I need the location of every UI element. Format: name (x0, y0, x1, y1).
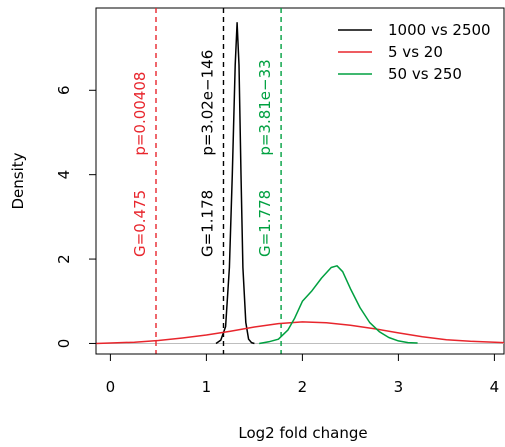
legend-label: 5 vs 20 (388, 43, 443, 61)
legend-label: 1000 vs 2500 (388, 21, 491, 39)
p-value-label: p=0.00408 (131, 72, 149, 156)
x-tick-label: 2 (298, 378, 308, 396)
reference-lines: G=0.475 p=0.00408 G=1.178 p=3.02e−146 G=1.77… (96, 8, 504, 354)
g-statistic-label: G=1.778 (256, 190, 274, 257)
y-axis-label: Density (9, 152, 27, 209)
y-tick-label: 4 (55, 170, 73, 180)
density-curve (215, 22, 255, 345)
x-tick-label: 0 (106, 378, 116, 396)
legend-label: 50 vs 250 (388, 65, 462, 83)
p-value-label: p=3.81e−33 (256, 59, 274, 155)
density-curve (95, 321, 505, 345)
density-curve (259, 265, 418, 345)
density-curves (95, 22, 505, 345)
x-axis-label: Log2 fold change (238, 424, 367, 442)
y-tick-label: 0 (55, 339, 73, 349)
x-tick-label: 4 (490, 378, 500, 396)
legend: 1000 vs 2500 5 vs 20 50 vs 250 (338, 21, 491, 83)
x-tick-label: 3 (394, 378, 404, 396)
axes: 0 1 2 3 4 0 2 4 6 (55, 86, 499, 396)
x-tick-label: 1 (202, 378, 212, 396)
y-tick-label: 2 (55, 254, 73, 264)
g-statistic-label: G=0.475 (131, 190, 149, 257)
g-statistic-label: G=1.178 (198, 190, 216, 257)
p-value-label: p=3.02e−146 (198, 50, 216, 156)
y-tick-label: 6 (55, 86, 73, 96)
